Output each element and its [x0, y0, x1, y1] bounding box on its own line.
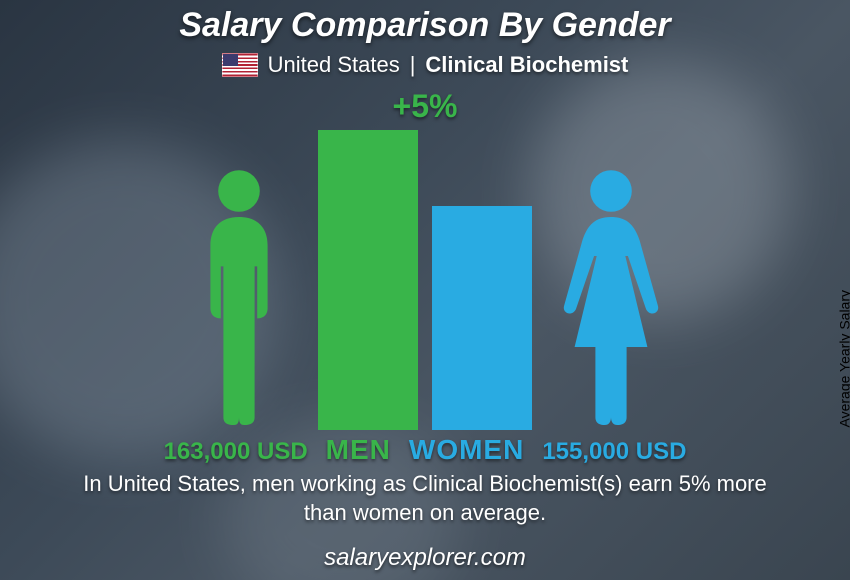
gender-bar-chart	[0, 120, 850, 430]
us-flag-icon	[222, 53, 258, 77]
caption-text: In United States, men working as Clinica…	[60, 470, 790, 527]
infographic-canvas: Salary Comparison By Gender United State…	[0, 0, 850, 580]
bar-men	[318, 130, 418, 430]
subtitle: United States | Clinical Biochemist	[0, 52, 850, 78]
job-title-label: Clinical Biochemist	[425, 52, 628, 78]
men-label: MEN	[326, 434, 391, 466]
page-title: Salary Comparison By Gender	[0, 6, 850, 45]
women-label: WOMEN	[409, 434, 524, 466]
y-axis-label: Average Yearly Salary	[836, 290, 850, 428]
separator: |	[410, 52, 416, 78]
watermark-text: salaryexplorer.com	[0, 544, 850, 572]
labels-row: 163,000 USD MEN WOMEN 155,000 USD	[0, 434, 850, 466]
male-pictogram-icon	[174, 160, 304, 430]
bar-women	[432, 206, 532, 430]
men-salary-value: 163,000 USD	[164, 438, 308, 466]
country-label: United States	[268, 52, 400, 78]
women-salary-value: 155,000 USD	[542, 438, 686, 466]
female-pictogram-icon	[546, 160, 676, 430]
